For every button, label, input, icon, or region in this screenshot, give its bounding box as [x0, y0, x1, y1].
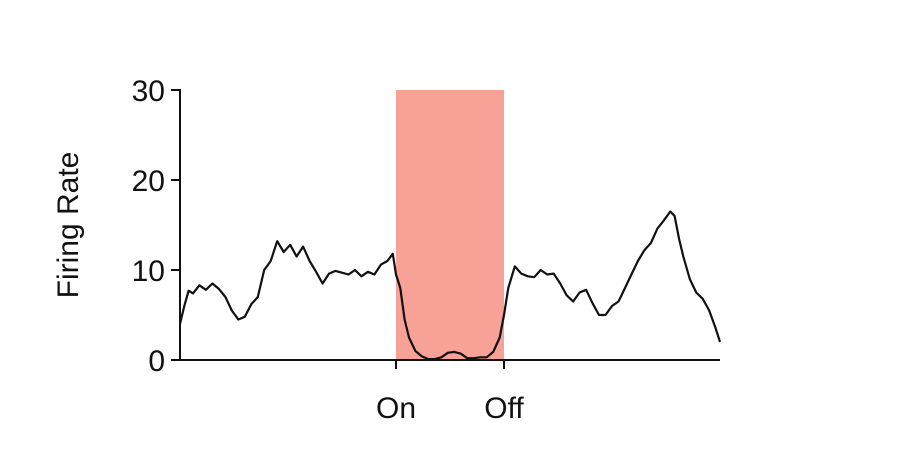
axes [179, 89, 720, 361]
y-tick-label: 20 [132, 165, 165, 198]
y-ticks: 0 10 20 30 [132, 75, 180, 378]
x-tick-label: On [376, 392, 416, 425]
y-axis-label: Firing Rate [52, 152, 85, 299]
stimulus-window-rect [396, 90, 504, 360]
x-ticks: On Off [376, 360, 524, 425]
x-tick-label: Off [484, 392, 524, 425]
y-tick-label: 10 [132, 255, 165, 288]
y-tick-label: 30 [132, 75, 165, 108]
series-line-layer [178, 210, 722, 361]
firing-rate-line [178, 210, 722, 361]
stimulus-window-layer [396, 90, 504, 360]
y-tick-label: 0 [148, 345, 165, 378]
